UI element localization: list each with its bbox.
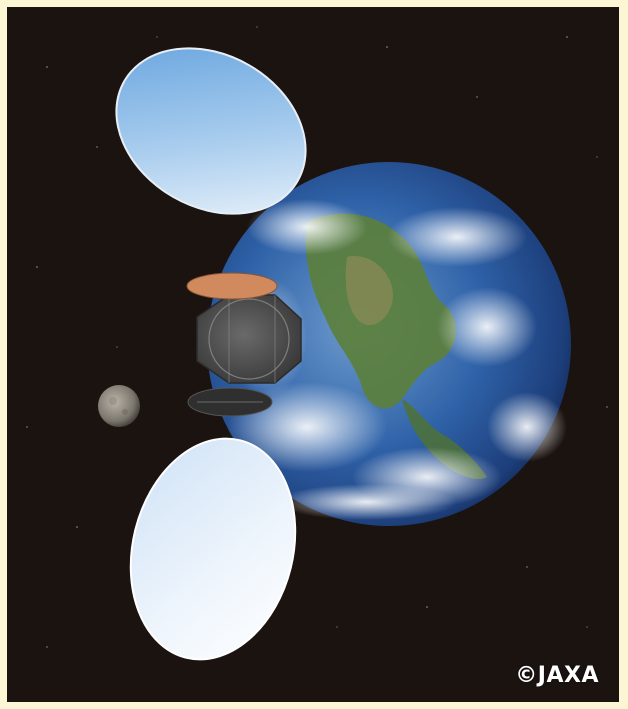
satellite-illustration [7,7,619,702]
copyright-credit: ©JAXA [515,663,599,688]
moon [98,385,140,427]
satellite-top-antenna [186,272,278,300]
star-field [26,26,608,648]
satellite-bus [196,294,302,384]
satellite-upper-reflector [115,47,307,215]
satellite-lower-reflector [129,437,297,661]
space-background: ©JAXA [7,7,619,702]
satellite-body [186,272,302,417]
